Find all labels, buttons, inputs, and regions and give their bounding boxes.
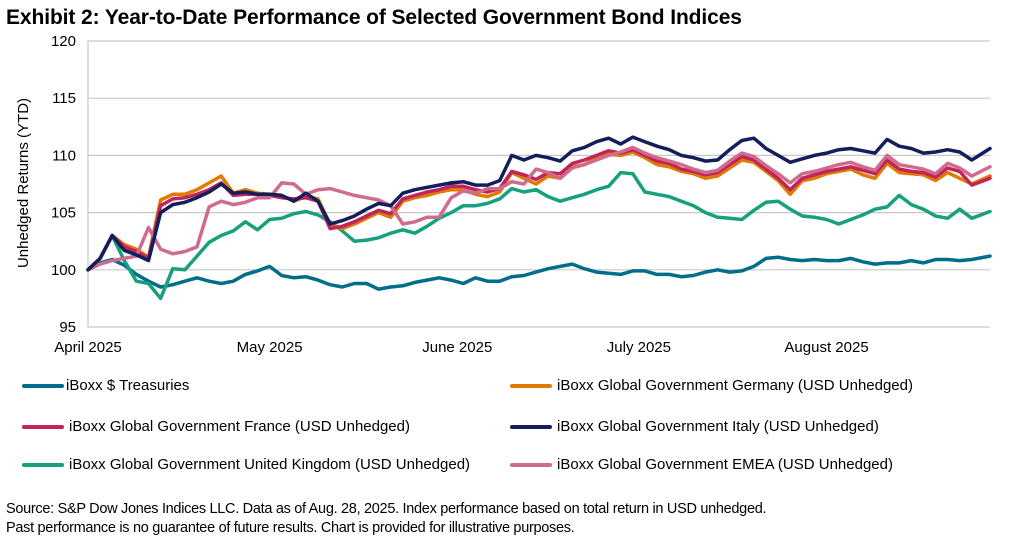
legend-item-france: iBoxx Global Government France (USD Unhe… [22, 418, 410, 435]
series-line-iboxx-global-government-france-usd-unhedged [86, 147, 992, 272]
legend-label: iBoxx Global Government Germany (USD Unh… [557, 377, 913, 394]
legend-swatch [22, 462, 64, 467]
series-lines [86, 135, 992, 301]
legend-item-germany: iBoxx Global Government Germany (USD Unh… [510, 377, 913, 394]
x-tick-label: July 2025 [607, 339, 671, 356]
y-tick-label: 120 [51, 33, 76, 50]
line-chart: 95 100 105 110 115 120 April 2025 May 2025 June… [15, 33, 992, 356]
legend-swatch [22, 424, 64, 429]
x-tick-label: June 2025 [422, 339, 492, 356]
y-axis-ticks: 95 100 105 110 115 120 [51, 33, 76, 336]
source-note: Source: S&P Dow Jones Indices LLC. Data … [6, 500, 767, 538]
x-tick-label: August 2025 [784, 339, 868, 356]
x-tick-label: April 2025 [54, 339, 122, 356]
x-tick-label: May 2025 [237, 339, 303, 356]
legend-item-italy: iBoxx Global Government Italy (USD Unhed… [510, 418, 879, 435]
series-line-iboxx-global-government-united-kingdom-usd-unhedged [86, 170, 992, 301]
series-line-iboxx-global-government-emea-usd-unhedged [86, 145, 992, 272]
x-axis-ticks: April 2025 May 2025 June 2025 July 2025 Augu… [54, 339, 868, 356]
legend-label: iBoxx Global Government Italy (USD Unhed… [557, 418, 879, 435]
y-tick-label: 100 [51, 262, 76, 279]
legend-label: iBoxx Global Government EMEA (USD Unhedg… [557, 456, 893, 473]
legend-label: iBoxx $ Treasuries [66, 377, 190, 394]
legend-item-emea: iBoxx Global Government EMEA (USD Unhedg… [510, 456, 893, 473]
y-tick-label: 115 [52, 90, 76, 107]
legend-swatch [510, 462, 552, 467]
source-line-1: Source: S&P Dow Jones Indices LLC. Data … [6, 501, 767, 517]
legend-swatch [510, 424, 552, 429]
legend-label: iBoxx Global Government France (USD Unhe… [69, 418, 410, 435]
legend-item-united-kingdom: iBoxx Global Government United Kingdom (… [22, 456, 470, 473]
series-line-iboxx-global-government-italy-usd-unhedged [86, 135, 992, 272]
y-tick-label: 105 [51, 205, 76, 222]
legend-swatch [510, 383, 552, 388]
series-line-iboxx-treasuries [86, 254, 992, 291]
legend-swatch [22, 383, 64, 388]
chart-title: Exhibit 2: Year-to-Date Performance of S… [6, 6, 742, 29]
source-line-2: Past performance is no guarantee of futu… [6, 520, 575, 536]
legend-label: iBoxx Global Government United Kingdom (… [69, 456, 471, 473]
y-axis-title: Unhedged Returns (YTD) [15, 98, 32, 268]
y-tick-label: 110 [52, 147, 76, 164]
legend-item-treasuries: iBoxx $ Treasuries [22, 377, 189, 394]
y-tick-label: 95 [59, 319, 76, 336]
